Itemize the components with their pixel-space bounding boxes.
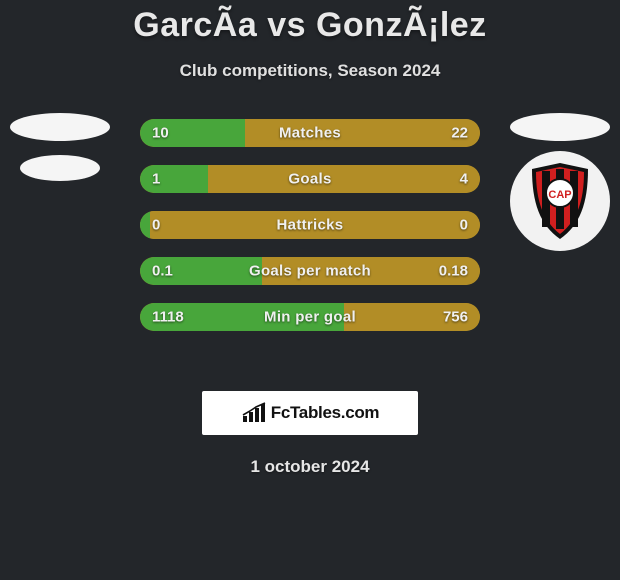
oval-shape [10,113,110,141]
stat-label: Goals [288,171,331,188]
stat-bars: 10 22 Matches 1 4 Goals 0 0 Hattricks 0.1 0.18 Goal… [140,119,480,331]
oval-shape [510,113,610,141]
stat-value-left: 1118 [152,309,184,326]
stat-label: Hattricks [277,217,344,234]
stat-row: 1 4 Goals [140,165,480,193]
crest-circle: CAP [510,151,610,251]
stat-row: 1118 756 Min per goal [140,303,480,331]
bar-chart-icon [241,402,267,424]
stat-row: 0 0 Hattricks [140,211,480,239]
stat-row: 10 22 Matches [140,119,480,147]
stat-bar-right [208,165,480,193]
stat-label: Goals per match [249,263,371,280]
stat-value-right: 0.18 [439,263,468,280]
footer-date: 1 october 2024 [0,457,620,477]
stat-label: Min per goal [264,309,356,326]
stat-bar-left [140,165,208,193]
stat-label: Matches [279,125,341,142]
stat-value-right: 4 [460,171,468,188]
page-subtitle: Club competitions, Season 2024 [0,61,620,81]
right-team-badge: CAP [510,113,610,198]
stat-value-right: 0 [460,217,468,234]
page-title: GarcÃ­a vs GonzÃ¡lez [0,0,620,45]
stats-area: CAP 10 22 Matches 1 4 Goals 0 0 Hattricks 0.1 0.18… [0,119,620,369]
club-crest-icon: CAP [528,163,592,239]
stat-row: 0.1 0.18 Goals per match [140,257,480,285]
attribution-text: FcTables.com [271,403,380,423]
stat-value-left: 10 [152,125,169,142]
stat-value-left: 1 [152,171,160,188]
crest-letters: CAP [548,189,571,201]
attribution-badge: FcTables.com [202,391,418,435]
stat-value-left: 0.1 [152,263,173,280]
stat-bar-left [140,211,150,239]
stat-value-right: 756 [443,309,468,326]
left-team-badge [10,113,110,198]
oval-shape [20,155,100,181]
stat-value-right: 22 [451,125,468,142]
stat-value-left: 0 [152,217,160,234]
